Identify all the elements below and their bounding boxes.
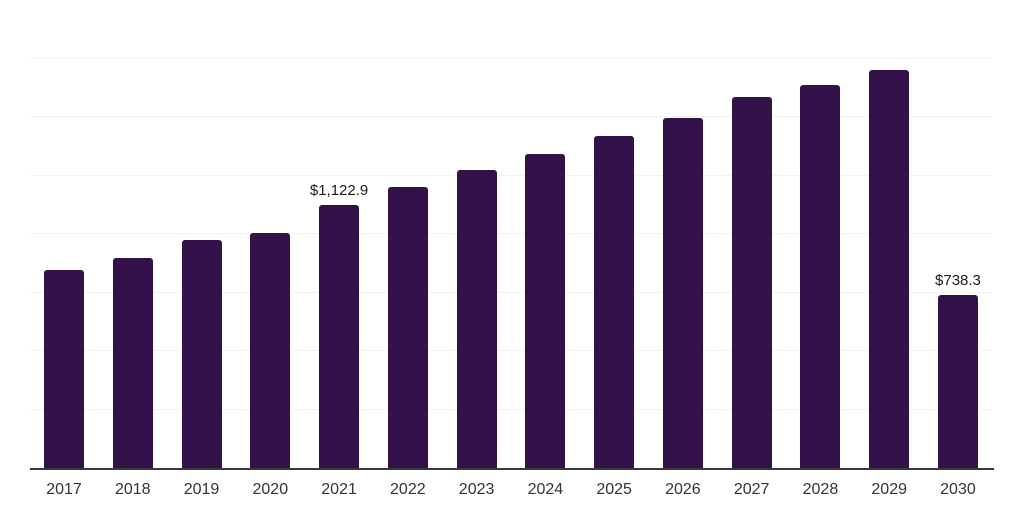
bars-container: $1,122.9 $738.3	[30, 0, 992, 468]
gridline-250	[30, 408, 992, 410]
bar-2026	[662, 118, 703, 468]
gridline-1250	[30, 174, 992, 176]
bar-value-label-2021: $1,122.9	[309, 182, 369, 200]
bar-slot-2026	[662, 0, 703, 468]
gridline-500	[30, 350, 992, 351]
bar-slot-2023	[456, 0, 497, 468]
bar-value-label-2030: $738.3	[935, 272, 981, 290]
bar-2018	[112, 258, 153, 468]
x-tick-2020: 2020	[252, 481, 289, 498]
bar-2019	[181, 240, 222, 468]
x-tick-2029: 2029	[871, 481, 907, 498]
bar-2030	[937, 295, 978, 468]
bar-2023	[456, 170, 497, 468]
bar-slot-2024	[525, 0, 566, 468]
x-tick-2021: 2021	[321, 481, 357, 498]
gridline-750	[30, 291, 992, 293]
x-tick-2026: 2026	[665, 481, 701, 498]
bar-slot-2021: $1,122.9	[310, 0, 368, 468]
bar-slot-2018	[112, 0, 153, 468]
x-tick-2017: 2017	[46, 481, 82, 498]
bar-slot-2022	[387, 0, 428, 468]
x-tick-2022: 2022	[390, 481, 426, 498]
bar-slot-2025	[594, 0, 635, 468]
bar-2028	[800, 84, 841, 468]
gridline-1500	[30, 116, 992, 117]
x-tick-2018: 2018	[114, 481, 151, 498]
x-tick-2030: 2030	[940, 481, 976, 498]
x-tick-2027: 2027	[733, 481, 770, 498]
bar-slot-2020	[250, 0, 291, 468]
x-tick-2028: 2028	[802, 481, 839, 498]
x-tick-2023: 2023	[458, 481, 495, 498]
bar-2027	[731, 96, 772, 468]
bar-slot-2030: $738.3	[935, 0, 981, 468]
bar-slot-2019	[181, 0, 222, 468]
bar-2021	[319, 205, 360, 468]
bar-2029	[869, 69, 910, 468]
bar-2017	[44, 270, 84, 468]
bar-2020	[250, 232, 291, 468]
bar-2024	[525, 153, 566, 468]
x-axis-labels: 2017 2018 2019 2020 2021 2022 2023 2024 2025 2026…	[30, 481, 992, 499]
bar-slot-2029	[869, 0, 910, 468]
bar-slot-2017	[44, 0, 84, 468]
plot-area: $1,122.9 $738.3	[30, 0, 992, 468]
bar-slot-2028	[800, 0, 841, 468]
x-tick-2025: 2025	[596, 481, 632, 498]
bar-2025	[594, 135, 635, 468]
x-axis-line	[30, 468, 994, 470]
gridline-1750	[30, 57, 992, 59]
gridline-1000	[30, 233, 992, 234]
bar-2022	[387, 187, 428, 468]
x-tick-2024: 2024	[527, 481, 564, 498]
bar-slot-2027	[731, 0, 772, 468]
x-tick-2019: 2019	[183, 481, 220, 498]
